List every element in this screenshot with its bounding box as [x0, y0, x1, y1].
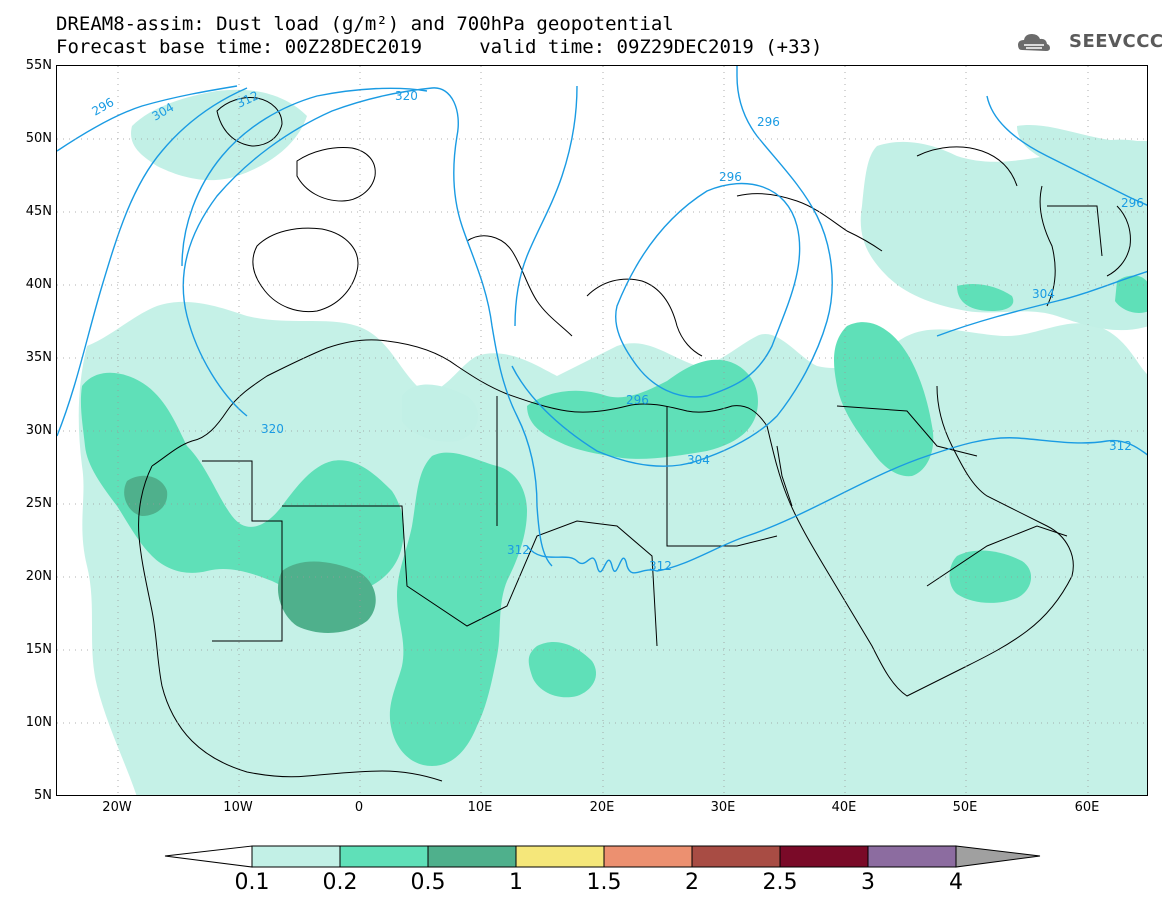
- lon-label: 10W: [223, 800, 253, 815]
- lat-label: 55N: [25, 58, 52, 73]
- contour-label: 320: [395, 89, 418, 103]
- lon-label: 50E: [952, 800, 978, 815]
- lon-label: 10E: [467, 800, 493, 815]
- lat-label: 45N: [25, 204, 52, 219]
- contour-label: 312: [1109, 439, 1132, 453]
- contour-label: 296: [757, 115, 780, 129]
- colorbar-bin: [427, 845, 517, 868]
- contour-label: 296: [626, 393, 649, 407]
- contour-label: 304: [1032, 287, 1055, 301]
- map-canvas: 296 304 312 320 320 296 296 304 312 312 …: [57, 66, 1147, 795]
- colorbar-low-arrow: [164, 845, 253, 868]
- lat-label: 35N: [25, 350, 52, 365]
- colorbar-high-arrow: [955, 845, 1041, 868]
- colorbar-bin: [251, 845, 341, 868]
- contour-label: 304: [687, 453, 710, 467]
- lat-label: 15N: [25, 642, 52, 657]
- lat-label: 40N: [25, 277, 52, 292]
- colorbar-label: 1: [509, 870, 523, 895]
- contour-label: 320: [261, 422, 284, 436]
- contour-label: 312: [649, 559, 672, 573]
- map-frame: 296 304 312 320 320 296 296 304 312 312 …: [56, 65, 1148, 796]
- colorbar-label: 0.1: [234, 870, 270, 895]
- lat-label: 25N: [25, 496, 52, 511]
- lat-label: 30N: [25, 423, 52, 438]
- lat-label: 5N: [34, 788, 52, 803]
- colorbar-bin: [779, 845, 869, 868]
- lon-label: 20E: [589, 800, 615, 815]
- contour-label: 296: [719, 170, 742, 184]
- colorbar-bin: [515, 845, 605, 868]
- colorbar-label: 1.5: [586, 870, 622, 895]
- lon-label: 60E: [1074, 800, 1100, 815]
- colorbar-label: 0.5: [410, 870, 446, 895]
- cloud-logo-icon: [1018, 34, 1050, 51]
- graticule: [57, 66, 1147, 795]
- colorbar-bin: [867, 845, 957, 868]
- dust-dense-layer: [124, 475, 376, 633]
- geopotential-contours: [57, 66, 1147, 574]
- colorbar-bin: [691, 845, 781, 868]
- lon-label: 0: [354, 800, 364, 815]
- coastline-and-borders-layer: [138, 97, 1131, 782]
- lon-label: 40E: [831, 800, 857, 815]
- lat-label: 50N: [25, 131, 52, 146]
- colorbar-bin: [339, 845, 429, 868]
- lat-label: 10N: [25, 715, 52, 730]
- contour-label: 296: [1121, 196, 1144, 210]
- colorbar-label: 2.5: [762, 870, 798, 895]
- lat-label: 20N: [25, 569, 52, 584]
- title-line-1: DREAM8-assim: Dust load (g/m²) and 700hP…: [56, 13, 674, 35]
- dust-medium-layer: [80, 275, 1147, 766]
- colorbar-bin: [603, 845, 693, 868]
- contour-label: 312: [507, 543, 530, 557]
- colorbar-label: 0.2: [322, 870, 358, 895]
- colorbar-label: 3: [861, 870, 875, 895]
- title-line-2: Forecast base time: 00Z28DEC2019 valid t…: [56, 36, 823, 58]
- colorbar-label: 2: [685, 870, 699, 895]
- contour-label: 296: [90, 95, 117, 119]
- lon-label: 20W: [102, 800, 132, 815]
- colorbar: [164, 845, 1041, 868]
- colorbar-label: 4: [949, 870, 963, 895]
- lon-label: 30E: [710, 800, 736, 815]
- logo-text: SEEVCCC: [1069, 31, 1164, 52]
